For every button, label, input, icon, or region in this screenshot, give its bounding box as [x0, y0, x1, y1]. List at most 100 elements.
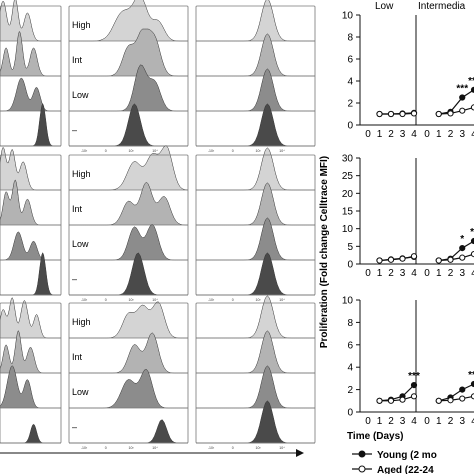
aged-point — [376, 110, 383, 118]
aged-series-line — [379, 112, 415, 115]
x-tick-label: 2 — [448, 268, 454, 279]
x-tick-label: 4 — [411, 268, 417, 279]
y-tick-label: 6 — [347, 340, 353, 351]
x-tick-label: 1 — [377, 416, 383, 427]
histogram-tick-label: 10⁴ — [152, 298, 158, 302]
histogram-panel — [0, 146, 62, 296]
aged-point — [459, 395, 466, 402]
aged-series-line — [379, 395, 415, 402]
histogram-tick-label: -10³ — [208, 446, 215, 450]
histogram-tick-label: 0 — [105, 446, 107, 450]
histogram-tick-label: 10⁴ — [152, 446, 158, 450]
aged-point — [435, 257, 442, 264]
aged-point — [376, 397, 383, 404]
histogram-tick-label: 10⁴ — [279, 446, 285, 450]
x-tick-label: 3 — [400, 129, 406, 140]
young-point — [410, 382, 418, 389]
x-tick-label: 3 — [459, 268, 465, 279]
histogram-row-label: Low — [72, 387, 89, 397]
histogram-row-label: High — [72, 169, 91, 179]
x-tick-label: 0 — [424, 129, 430, 140]
histogram-tick-label: -10³ — [208, 149, 215, 153]
histogram-row-label: High — [72, 317, 91, 327]
y-tick-label: 10 — [342, 224, 354, 235]
histogram-frame — [0, 302, 62, 444]
histogram-panel: -10³ 0 10³ 10⁴ — [195, 295, 316, 450]
aged-point — [387, 397, 395, 404]
proliferation-charts: Proliferation (Fold change Celltrace MFI… — [319, 1, 474, 442]
histogram-panel — [0, 297, 62, 444]
y-tick-label: 5 — [347, 242, 353, 253]
y-tick-label: 2 — [347, 99, 353, 110]
significance-label: *** — [456, 84, 468, 95]
aged-series-line — [438, 106, 474, 115]
x-tick-label: 3 — [459, 416, 465, 427]
x-tick-label: 4 — [411, 129, 417, 140]
young-point — [459, 245, 466, 252]
histogram-panel: High Int Low – -10³ 0 10³ 10⁴ — [68, 0, 189, 153]
histogram-panel: High Int Low – -10³ 0 10³ 10⁴ — [68, 145, 189, 302]
proliferation-panel: 0510152025300123401234*** — [342, 154, 474, 279]
x-tick-label: 4 — [471, 268, 474, 279]
y-tick-label: 15 — [342, 207, 354, 218]
arrow-head — [296, 449, 304, 457]
y-tick-label: 10 — [342, 11, 354, 22]
x-tick-label: 1 — [436, 416, 442, 427]
legend-label: Aged (22-24 — [377, 465, 434, 474]
x-tick-label: 0 — [365, 416, 371, 427]
young-point — [459, 386, 466, 393]
significance-label: *** — [408, 371, 420, 382]
y-tick-label: 10 — [342, 296, 354, 307]
histogram-tick-label: 0 — [105, 149, 107, 153]
x-tick-label: 1 — [436, 268, 442, 279]
histogram-peak — [196, 147, 315, 191]
x-tick-label: 2 — [448, 416, 454, 427]
aged-point — [435, 397, 442, 404]
histogram-panel: -10³ 0 10³ 10⁴ — [195, 147, 316, 302]
aged-point — [447, 256, 454, 263]
y-tick-label: 6 — [347, 55, 353, 66]
aged-point — [447, 397, 454, 404]
young-series-line — [438, 89, 474, 115]
aged-point — [387, 110, 395, 118]
y-tick-label: 0 — [347, 121, 353, 132]
x-tick-label: 2 — [388, 129, 394, 140]
y-tick-label: 0 — [347, 260, 353, 271]
group-title: Low — [375, 1, 394, 12]
aged-point — [399, 396, 406, 403]
histogram-tick-label: -10³ — [81, 446, 88, 450]
group-title: Intermedia — [418, 1, 466, 12]
x-tick-label: 1 — [377, 268, 383, 279]
histogram-frame — [0, 5, 62, 147]
histogram-peak — [0, 231, 61, 261]
histogram-peak — [0, 146, 61, 191]
histogram-row-label: Int — [72, 204, 83, 214]
significance-label: ** — [470, 227, 474, 238]
histogram-row-label: – — [72, 422, 77, 432]
histogram-tick-label: -10³ — [81, 298, 88, 302]
y-tick-label: 4 — [347, 77, 353, 88]
aged-series-line — [438, 395, 474, 402]
histogram-peak — [0, 297, 61, 339]
histogram-frame — [195, 302, 316, 444]
histogram-tick-label: 0 — [232, 446, 234, 450]
aged-point — [410, 253, 418, 260]
histogram-row-label: – — [72, 274, 77, 284]
x-tick-label: 2 — [388, 268, 394, 279]
y-tick-label: 0 — [347, 408, 353, 419]
x-tick-label: 1 — [377, 129, 383, 140]
aged-point — [376, 257, 383, 264]
histogram-tick-label: 0 — [105, 298, 107, 302]
young-point — [459, 94, 466, 101]
aged-point — [399, 255, 406, 262]
histogram-tick-label: 10⁴ — [279, 149, 285, 153]
histogram-peak — [69, 332, 188, 374]
histogram-tick-label: 10³ — [129, 149, 135, 153]
histogram-frame — [68, 302, 189, 444]
histogram-row-label: – — [72, 125, 77, 135]
legend-marker — [358, 450, 366, 458]
young-series-line — [438, 240, 474, 262]
histogram-frame — [68, 5, 189, 147]
